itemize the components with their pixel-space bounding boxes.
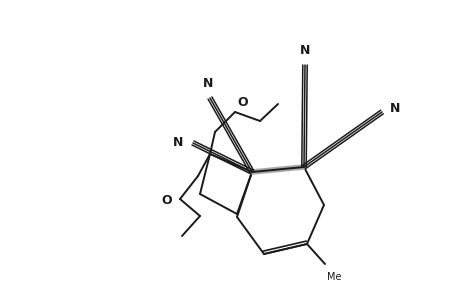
Text: N: N — [389, 101, 399, 115]
Text: Me: Me — [326, 272, 341, 282]
Text: N: N — [202, 77, 213, 90]
Text: O: O — [161, 194, 172, 208]
Text: N: N — [172, 136, 183, 149]
Text: N: N — [299, 44, 309, 57]
Text: O: O — [236, 96, 247, 109]
